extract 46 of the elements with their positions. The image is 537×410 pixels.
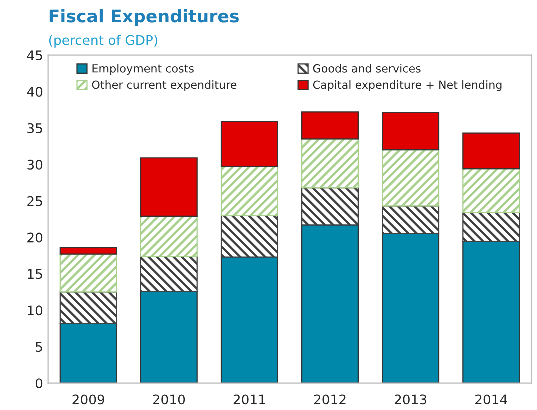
bar [302, 138, 359, 189]
bar [462, 168, 520, 214]
y-tick-label: 0 [36, 378, 43, 389]
legend-label: Employment costs [92, 64, 194, 75]
x-tick-label: 2009 [72, 394, 104, 405]
chart-title: Fiscal Expenditures [50, 9, 239, 26]
bar [382, 150, 440, 207]
y-tick-label: 25 [28, 196, 42, 206]
bar [382, 206, 440, 234]
y-tick-label: 20 [28, 232, 43, 243]
bar [140, 256, 198, 292]
bar [220, 256, 278, 384]
bar [462, 212, 520, 242]
x-tick-label: 2012 [314, 394, 346, 405]
x-tick-label: 2013 [394, 394, 427, 405]
legend-label: Other current expenditure [92, 80, 237, 92]
x-tick-label: 2010 [153, 394, 186, 405]
legend-label: Goods and services [313, 64, 421, 73]
bar [140, 290, 198, 384]
y-tick-label: 5 [36, 342, 42, 352]
x-tick-label: 2014 [476, 394, 508, 405]
y-tick-label: 10 [28, 306, 43, 316]
bar [462, 241, 520, 384]
bar [302, 224, 359, 384]
y-tick-label: 40 [27, 87, 43, 97]
bar [60, 323, 118, 384]
y-tick-label: 45 [27, 50, 42, 61]
x-tick-label: 2011 [234, 394, 266, 405]
bar [462, 132, 520, 170]
bar [302, 187, 359, 226]
bar [60, 254, 118, 293]
bar [220, 121, 278, 168]
bar [60, 292, 118, 324]
bar [140, 216, 198, 258]
bar [302, 112, 359, 140]
chart-subtitle: (percent of GDP) [49, 35, 158, 48]
legend-label: Capital expenditure + Net lending [313, 80, 502, 92]
y-tick-label: 15 [28, 269, 42, 280]
bar [220, 215, 278, 258]
bar [382, 233, 440, 384]
y-tick-label: 35 [28, 123, 42, 134]
y-tick-label: 30 [28, 160, 43, 170]
bar [140, 158, 198, 217]
bar [382, 112, 440, 151]
bar [60, 247, 118, 255]
bar [220, 166, 278, 216]
